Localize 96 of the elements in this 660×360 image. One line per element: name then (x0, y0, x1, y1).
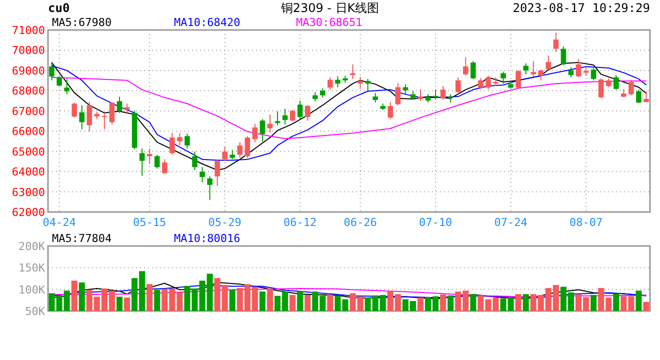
x-tick-label: 06-12 (284, 216, 317, 229)
candlestick (116, 96, 122, 114)
candlestick (463, 56, 468, 76)
text: MA5:77804 (52, 232, 112, 245)
candlestick (418, 88, 424, 102)
y-tick-label: 70000 (12, 44, 45, 58)
candlestick (274, 110, 280, 126)
x-tick-label: 06-26 (344, 216, 377, 229)
text: MA10:80016 (174, 232, 240, 245)
candlestick (102, 113, 108, 130)
y-tick-label: 62000 (12, 206, 45, 219)
candlestick (139, 148, 145, 176)
candlestick (222, 146, 228, 162)
candlestick (304, 104, 310, 122)
y-tick-label: 64000 (12, 166, 45, 179)
text: cu0 (48, 1, 70, 15)
candlestick (402, 84, 408, 95)
candlestick (297, 100, 303, 120)
candlestick (516, 70, 521, 90)
candlestick (470, 60, 476, 80)
candlestick (328, 76, 333, 90)
candlestick (546, 55, 552, 70)
candlestick (440, 86, 446, 100)
candlestick (177, 132, 182, 146)
candlestick (290, 109, 296, 122)
candlestick (184, 133, 190, 149)
y-tick-label: 150K (18, 262, 46, 275)
candlestick (365, 78, 370, 92)
candlestick (614, 74, 619, 90)
x-tick-label: 07-10 (418, 216, 452, 229)
candlestick (644, 90, 649, 102)
text: MA5:67980 (52, 16, 112, 29)
candlestick (478, 77, 484, 90)
candlestick (553, 32, 559, 53)
candlestick (395, 82, 401, 106)
y-tick-label: 200K (18, 240, 46, 253)
candlestick (598, 78, 604, 99)
x-tick-label: 08-07 (569, 216, 603, 229)
candlestick (500, 71, 506, 84)
text: MA10:68420 (174, 16, 240, 29)
candlestick (523, 62, 528, 75)
candlestick (486, 75, 491, 90)
candlestick (230, 150, 235, 160)
y-tick-label: 68000 (12, 84, 45, 98)
candlestick (628, 79, 634, 96)
y-tick-label: 67000 (12, 104, 45, 118)
candlestick (124, 103, 130, 114)
candlestick (455, 76, 461, 94)
candlestick (72, 102, 77, 118)
candlestick (267, 114, 273, 133)
candlestick (358, 76, 363, 90)
candlestick (576, 58, 582, 78)
candlestick (252, 123, 258, 143)
y-tick-label: 63000 (12, 186, 45, 199)
candlestick (568, 66, 574, 78)
candlestick (335, 76, 340, 88)
candlestick (170, 132, 175, 156)
candlestick (320, 88, 326, 98)
y-tick-label: 50K (25, 305, 46, 318)
candlestick (64, 78, 70, 95)
candlestick (49, 61, 54, 81)
candlestick (214, 158, 220, 186)
candlestick (530, 60, 536, 77)
text: 2023-08-17 10:29:29 (512, 1, 650, 15)
x-tick-label: 04-24 (42, 216, 76, 229)
candlestick (192, 151, 198, 171)
candlestick (312, 92, 318, 102)
candlestick (260, 118, 266, 142)
x-tick-label: 05-29 (208, 216, 242, 229)
candlestick (432, 89, 438, 100)
candlestick (372, 92, 378, 104)
candlestick (560, 46, 566, 66)
y-tick-label: 100K (18, 283, 46, 296)
candlestick (56, 75, 62, 87)
text: MA30:68651 (296, 16, 362, 29)
candlestick (79, 104, 84, 130)
y-tick-label: 69000 (12, 64, 45, 78)
x-tick-label: 07-24 (494, 216, 528, 229)
candlestick (162, 158, 168, 174)
candlestick (388, 101, 394, 120)
y-tick-label: 71000 (12, 24, 45, 37)
y-tick-label: 65000 (12, 145, 45, 158)
candlestick (154, 154, 160, 170)
y-tick-label: 66000 (12, 125, 45, 138)
candlestick (538, 69, 544, 81)
candlestick (244, 136, 250, 158)
candlestick (109, 102, 115, 125)
x-tick-label: 05-15 (133, 216, 166, 229)
candlestick (207, 176, 212, 201)
candlestick (590, 68, 596, 81)
chart-title: 铜2309 - 日K线图 (280, 1, 380, 15)
candlestick (282, 108, 288, 125)
candlestick (237, 142, 243, 158)
candlestick (86, 101, 92, 132)
candlestick (636, 89, 642, 104)
candlestick (200, 166, 205, 183)
